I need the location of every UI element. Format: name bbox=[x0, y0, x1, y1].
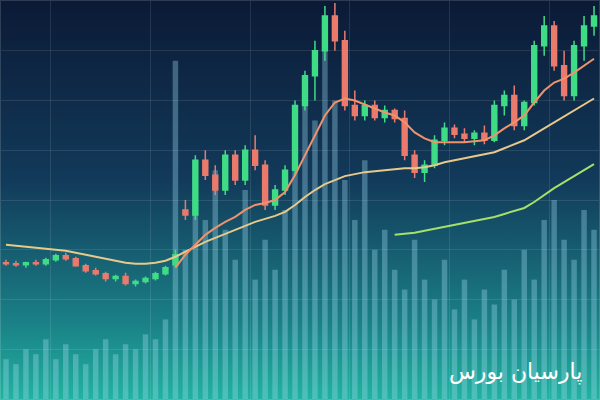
svg-text:پارسیان بورس: پارسیان بورس bbox=[449, 359, 582, 385]
